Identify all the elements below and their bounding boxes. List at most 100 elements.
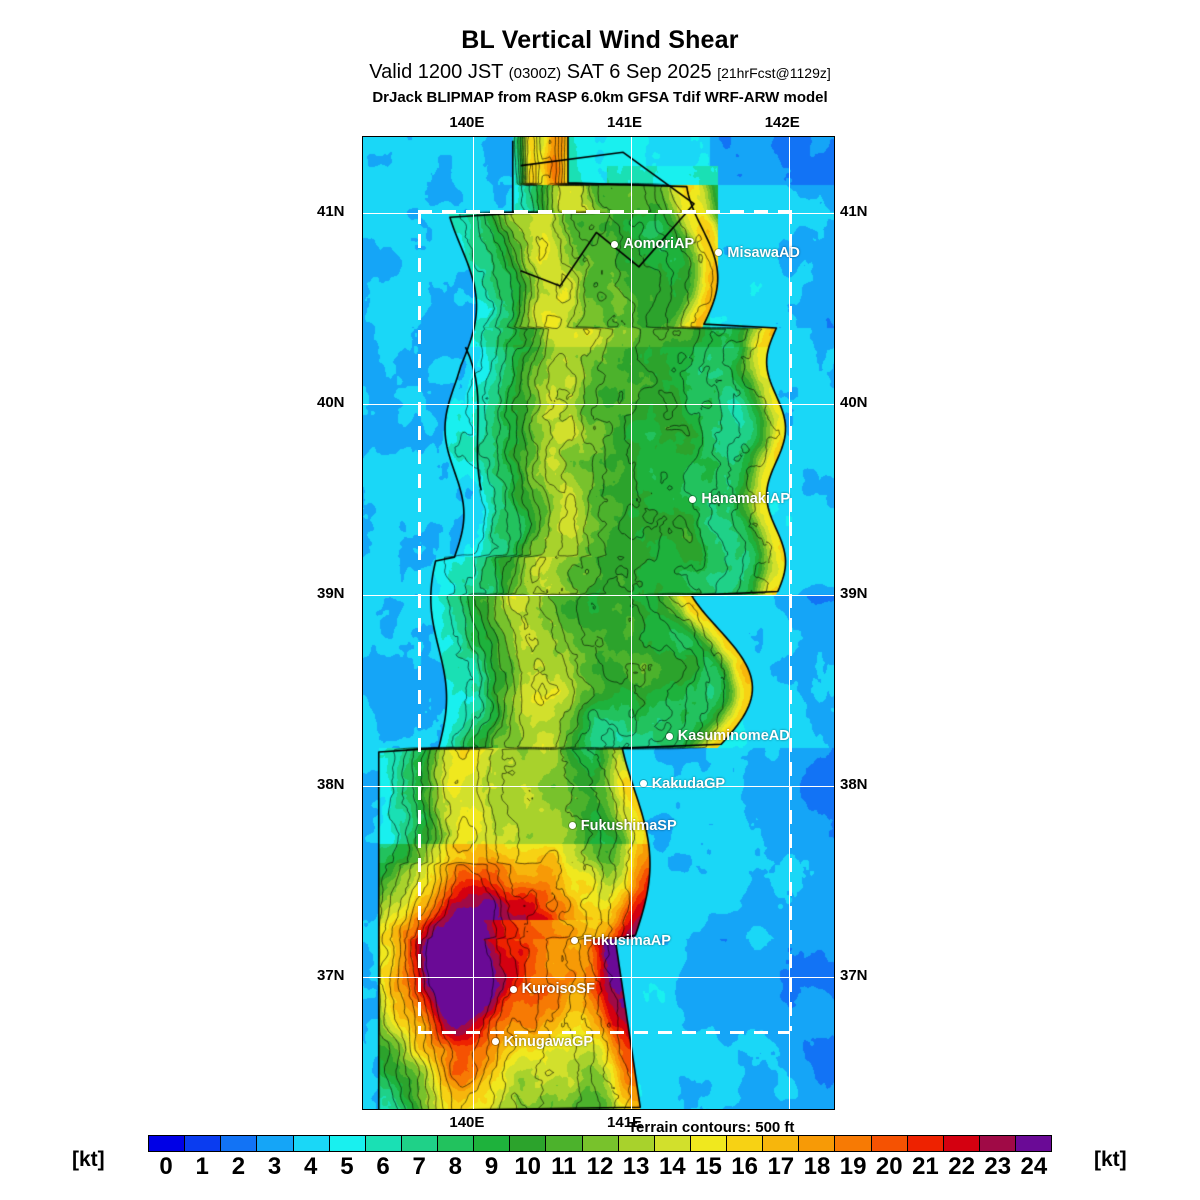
colorbar-tick-13: 13 (622, 1153, 650, 1180)
station-dot-icon (571, 937, 579, 945)
colorbar-swatch-2[interactable] (221, 1136, 258, 1151)
colorbar-tick-1: 1 (195, 1153, 209, 1180)
colorbar-swatch-21[interactable] (907, 1136, 944, 1151)
colorbar-swatch-6[interactable] (365, 1136, 402, 1151)
station-marker-fukushimasp[interactable]: FukushimaSP (568, 817, 677, 834)
valid-prefix: Valid 1200 JST (369, 61, 504, 83)
model-line: DrJack BLIPMAP from RASP 6.0km GFSA Tdif… (372, 89, 828, 106)
station-dot-icon (665, 732, 673, 740)
colorbar-swatch-24[interactable] (1016, 1136, 1052, 1151)
lat-label-right-39: 39N (840, 585, 868, 603)
domain-box-bottom (418, 1030, 789, 1034)
colorbar-swatch-20[interactable] (871, 1136, 908, 1151)
colorbar-tick-10: 10 (514, 1153, 542, 1180)
lat-label-right-38: 38N (840, 776, 868, 794)
station-dot-icon (715, 249, 723, 257)
station-dot-icon (639, 780, 647, 788)
lat-label-left-38: 38N (317, 776, 345, 794)
graticule-lat-38 (363, 786, 834, 788)
lat-label-left-40: 40N (317, 394, 345, 412)
colorbar-tick-15: 15 (695, 1153, 722, 1180)
station-label: KinugawaGP (503, 1033, 594, 1050)
colorbar-swatch-7[interactable] (401, 1136, 438, 1151)
station-marker-hanamakiap[interactable]: HanamakiAP (689, 491, 790, 507)
graticule-lat-40 (363, 404, 834, 406)
colorbar-tick-24: 24 (1020, 1153, 1048, 1180)
colorbar-tick-8: 8 (448, 1153, 463, 1180)
colorbar-swatch-22[interactable] (943, 1136, 980, 1151)
lon-label-bottom-141: 141E (607, 1114, 643, 1131)
station-dot-icon (568, 822, 576, 830)
station-marker-fukusimaap[interactable]: FukusimaAP (571, 933, 671, 949)
station-marker-aomoriap[interactable]: AomoriAP (611, 236, 694, 252)
colorbar-swatch-3[interactable] (257, 1136, 294, 1151)
colorbar-tick-2: 2 (231, 1153, 246, 1180)
colorbar-tick-4: 4 (304, 1153, 318, 1180)
colorbar-tick-19: 19 (839, 1153, 867, 1180)
colorbar-swatch-12[interactable] (582, 1136, 619, 1151)
graticule-lat-37 (363, 977, 834, 979)
lat-label-left-37: 37N (317, 967, 345, 985)
colorbar-swatch-14[interactable] (654, 1136, 691, 1151)
colorbar-swatch-9[interactable] (474, 1136, 511, 1151)
colorbar-tick-16: 16 (731, 1153, 758, 1180)
colorbar-tick-11: 11 (551, 1153, 577, 1180)
unit-label-left: [kt] (72, 1148, 105, 1171)
colorbar-tick-22: 22 (948, 1153, 975, 1180)
lat-label-right-41: 41N (840, 203, 868, 221)
map-panel[interactable]: AomoriAP MisawaAD HanamakiAP KasuminomeAD Ka… (362, 136, 835, 1110)
colorbar-tick-20: 20 (875, 1153, 903, 1180)
colorbar-swatch-13[interactable] (618, 1136, 655, 1151)
colorbar[interactable] (148, 1135, 1052, 1152)
forecast-tag: [21hrFcst@1129z] (717, 65, 831, 81)
station-marker-kuroisosf[interactable]: KuroisoSF (509, 981, 595, 998)
colorbar-swatch-8[interactable] (438, 1136, 475, 1151)
station-label: AomoriAP (623, 236, 695, 253)
domain-box-top (418, 209, 789, 213)
lon-label-bottom-140: 140E (449, 1114, 485, 1131)
lat-label-right-37: 37N (840, 967, 868, 985)
colorbar-swatch-15[interactable] (690, 1136, 727, 1151)
colorbar-tick-3: 3 (267, 1153, 282, 1180)
colorbar-swatch-10[interactable] (510, 1136, 547, 1151)
station-dot-icon (689, 495, 697, 503)
colorbar-swatch-16[interactable] (727, 1136, 764, 1151)
colorbar-swatch-0[interactable] (149, 1136, 186, 1151)
colorbar-tick-17: 17 (767, 1153, 795, 1180)
station-label: KasuminomeAD (677, 728, 790, 745)
station-marker-kinugawagp[interactable]: KinugawaGP (491, 1033, 594, 1050)
station-label: FukusimaAP (583, 932, 671, 949)
wind-shear-field (363, 137, 834, 1109)
colorbar-ticks: 0 1 2 3 4 5 6 7 8 9 10 11 12 13 14 15 16 17 18 19 20 21 22 23 24 (148, 1153, 1052, 1183)
colorbar-swatch-4[interactable] (293, 1136, 330, 1151)
station-label: KakudaGP (651, 775, 726, 792)
colorbar-swatch-11[interactable] (546, 1136, 583, 1151)
valid-utc: (0300Z) (508, 65, 562, 82)
station-dot-icon (611, 240, 619, 248)
station-label: FukushimaSP (580, 817, 677, 834)
colorbar-swatch-1[interactable] (185, 1136, 222, 1151)
colorbar-swatch-18[interactable] (799, 1136, 836, 1151)
station-label: KuroisoSF (521, 981, 595, 998)
colorbar-tick-6: 6 (376, 1153, 390, 1180)
station-marker-kakudagp[interactable]: KakudaGP (639, 775, 726, 792)
colorbar-swatch-23[interactable] (979, 1136, 1016, 1151)
colorbar-swatch-5[interactable] (329, 1136, 366, 1151)
lon-label-top-142: 142E (764, 114, 800, 131)
colorbar-tick-14: 14 (658, 1153, 686, 1180)
colorbar-swatch-17[interactable] (763, 1136, 800, 1151)
station-marker-misawaad[interactable]: MisawaAD (715, 245, 800, 261)
colorbar-tick-7: 7 (412, 1153, 426, 1180)
graticule-lat-39 (363, 595, 834, 597)
colorbar-tick-18: 18 (803, 1153, 831, 1180)
station-marker-kasuminomead[interactable]: KasuminomeAD (665, 728, 790, 745)
colorbar-swatch-19[interactable] (835, 1136, 872, 1151)
page-title: BL Vertical Wind Shear (461, 26, 739, 54)
unit-label-right: [kt] (1094, 1148, 1127, 1171)
colorbar-tick-23: 23 (984, 1153, 1012, 1180)
graticule-lon-140 (473, 137, 475, 1109)
colorbar-tick-12: 12 (586, 1153, 614, 1180)
lat-label-left-39: 39N (317, 585, 345, 603)
graticule-lat-41 (363, 213, 834, 215)
header-block: BL Vertical Wind Shear Valid 1200 JST (0… (0, 0, 1200, 106)
